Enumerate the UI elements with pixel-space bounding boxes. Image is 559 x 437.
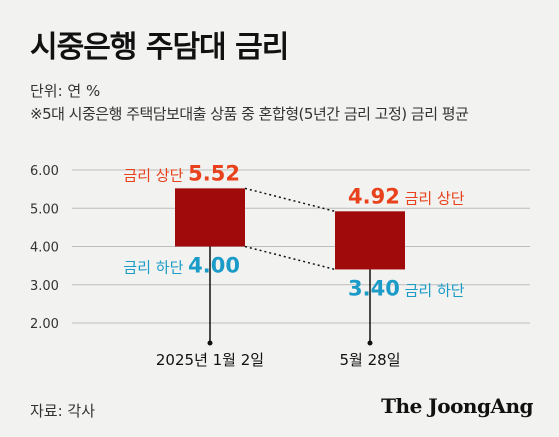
value-label: 4.92 bbox=[348, 184, 400, 208]
upper-connector bbox=[244, 187, 336, 213]
page-title: 시중은행 주담대 금리 bbox=[30, 30, 289, 65]
footnote: ※5대 시중은행 주택담보대출 상품 중 혼합형(5년간 금리 고정) 금리 평… bbox=[30, 105, 469, 123]
upper-rate-label: 4.92 금리 상단 bbox=[348, 184, 465, 208]
stem-dot bbox=[367, 340, 373, 346]
value-label: 3.40 bbox=[348, 276, 400, 300]
y-tick-label: 3.00 bbox=[30, 279, 59, 294]
rate-bar bbox=[175, 188, 245, 247]
source-note: 자료: 각사 bbox=[30, 402, 96, 420]
lower-rate-label: 금리 하단 4.00 bbox=[123, 254, 240, 278]
y-tick-label: 2.00 bbox=[30, 317, 59, 332]
x-category-label: 5월 28일 bbox=[340, 351, 401, 369]
unit-note: 단위: 연 % bbox=[30, 82, 101, 100]
y-tick-label: 5.00 bbox=[30, 202, 59, 217]
series-name-label: 금리 하단 bbox=[123, 259, 188, 277]
lower-rate-label: 3.40 금리 하단 bbox=[348, 276, 465, 300]
upper-rate-label: 금리 상단 5.52 bbox=[123, 161, 240, 185]
value-label: 5.52 bbox=[188, 161, 240, 185]
y-tick-label: 4.00 bbox=[30, 241, 59, 256]
brand-logo: The JoongAng bbox=[381, 394, 533, 418]
rate-bar bbox=[335, 211, 405, 270]
lower-connector bbox=[244, 245, 336, 271]
stem-dot bbox=[207, 340, 213, 346]
x-category-label: 2025년 1월 2일 bbox=[156, 351, 264, 369]
series-name-label: 금리 상단 bbox=[400, 189, 465, 207]
value-label: 4.00 bbox=[188, 254, 240, 278]
series-name-label: 금리 하단 bbox=[400, 281, 465, 299]
y-tick-label: 6.00 bbox=[30, 164, 59, 179]
series-name-label: 금리 상단 bbox=[123, 166, 188, 184]
